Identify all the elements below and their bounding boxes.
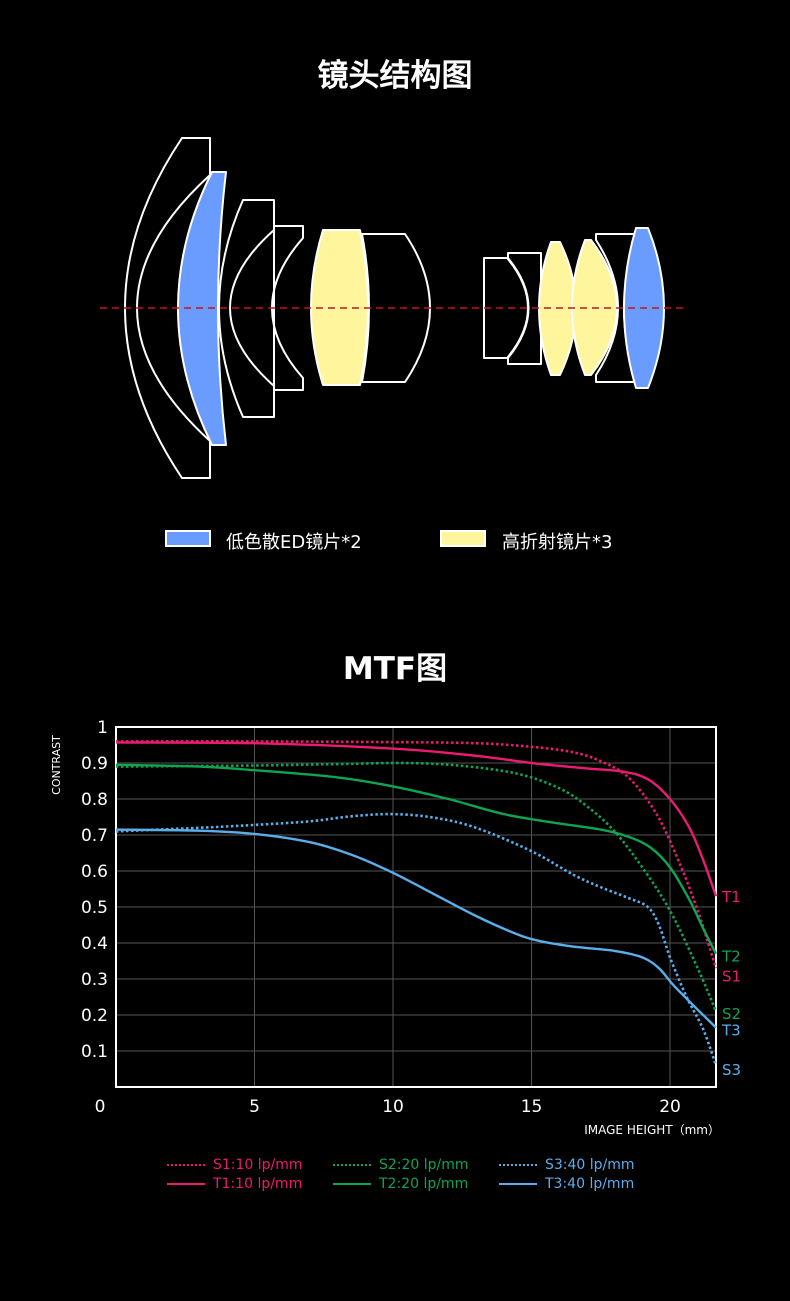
end-label-t2: T2: [721, 948, 741, 966]
lens-element-5-high-index: [310, 229, 369, 386]
legend-line-swatch: [167, 1183, 205, 1185]
y-axis-label: CONTRAST: [50, 735, 63, 795]
lens-element-11: [595, 233, 637, 383]
series-line-t3: [115, 828, 717, 1029]
series-line-s1: [115, 740, 718, 969]
plot-frame: [115, 726, 717, 1088]
high-index-lens-legend-swatch: [440, 530, 486, 547]
legend-item-t3: T3:40 lp/mm: [499, 1176, 634, 1192]
legend-label: S1:10 lp/mm: [213, 1157, 303, 1173]
x-tick-label: 5: [249, 1097, 260, 1117]
series-line-t2: [115, 763, 718, 955]
x-axis-label: IMAGE HEIGHT（mm）: [584, 1123, 720, 1137]
y-tick-label: 0.1: [81, 1042, 108, 1062]
lens-element-3: [218, 199, 275, 418]
lens-element-8: [507, 252, 542, 365]
legend-label: T1:10 lp/mm: [213, 1176, 303, 1192]
mtf-title: MTF图: [342, 651, 448, 687]
y-tick-label: 0.2: [81, 1006, 108, 1026]
end-label-t1: T1: [721, 888, 741, 906]
legend-line-swatch: [167, 1164, 205, 1166]
end-label-s3: S3: [722, 1061, 741, 1079]
lens-element-6: [361, 233, 431, 383]
ed-lens-legend-label: 低色散ED镜片*2: [226, 532, 362, 553]
end-label-t3: T3: [721, 1021, 741, 1039]
legend-item-s1: S1:10 lp/mm: [167, 1157, 303, 1173]
x-tick-label: 10: [382, 1097, 404, 1117]
legend-line-swatch: [333, 1164, 371, 1166]
x-tick-label: 20: [659, 1097, 681, 1117]
end-label-s1: S1: [722, 967, 741, 985]
series-line-t1: [115, 741, 718, 897]
series-line-s2: [115, 761, 718, 1012]
ed-lens-legend-swatch: [165, 530, 211, 547]
legend-line-swatch: [499, 1183, 537, 1185]
legend-label: T2:20 lp/mm: [379, 1176, 469, 1192]
legend-item-t2: T2:20 lp/mm: [333, 1176, 468, 1192]
end-label-s2: S2: [722, 1005, 741, 1023]
y-tick-label: 1: [97, 718, 108, 738]
y-tick-label: 0.6: [81, 862, 108, 882]
legend-item-s2: S2:20 lp/mm: [333, 1157, 469, 1173]
legend-label: S2:20 lp/mm: [379, 1157, 469, 1173]
legend-item-s3: S3:40 lp/mm: [499, 1157, 635, 1173]
lens-structure-title: 镜头结构图: [317, 58, 473, 94]
legend-label: T3:40 lp/mm: [545, 1176, 635, 1192]
legend-line-swatch: [499, 1164, 537, 1166]
y-tick-label: 0.5: [81, 898, 108, 918]
legend-item-t1: T1:10 lp/mm: [167, 1176, 302, 1192]
lens-element-3-inner-surface: [229, 229, 275, 387]
high-index-lens-legend-label: 高折射镜片*3: [502, 532, 613, 553]
x-tick-label: 15: [521, 1097, 543, 1117]
y-tick-label: 0.7: [81, 826, 108, 846]
x-tick-label: 0: [95, 1097, 106, 1117]
lens-structure-diagram: [100, 137, 688, 479]
lens-element-1: [124, 137, 211, 479]
y-tick-label: 0.8: [81, 790, 108, 810]
legend-line-swatch: [333, 1183, 371, 1185]
y-tick-label: 0.4: [81, 934, 108, 954]
y-tick-label: 0.9: [81, 754, 108, 774]
series-line-s3: [115, 812, 718, 1066]
legend-label: S3:40 lp/mm: [545, 1157, 635, 1173]
y-tick-label: 0.3: [81, 970, 108, 990]
